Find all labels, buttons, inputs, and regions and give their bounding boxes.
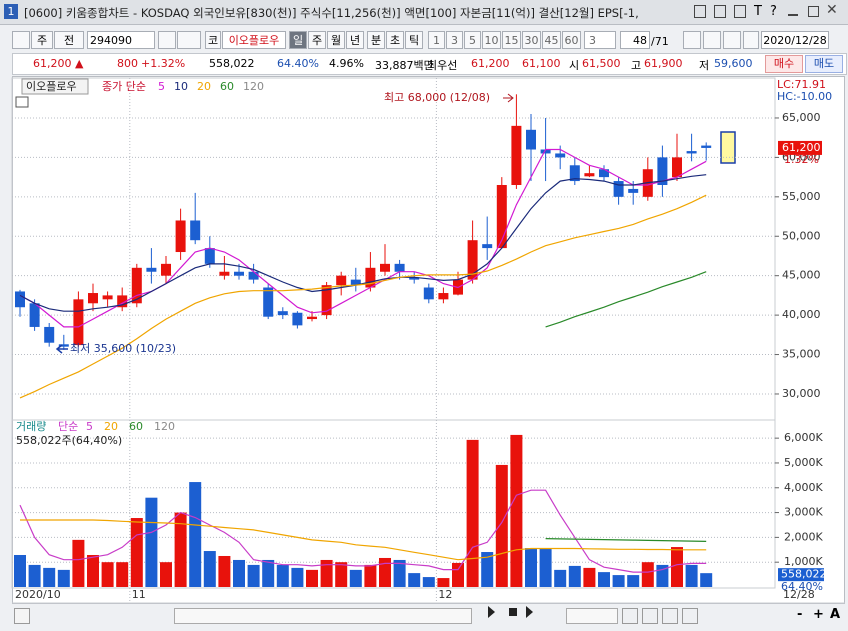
scroll-bar: - + A xyxy=(0,606,848,626)
icon[interactable] xyxy=(682,608,698,624)
change: 800 xyxy=(117,57,138,70)
interval-button[interactable]: 15 xyxy=(502,31,521,49)
open-label: 시 xyxy=(569,59,580,72)
chart-area xyxy=(12,76,845,604)
scroll-track[interactable] xyxy=(174,608,472,624)
ratio: 64.40% xyxy=(277,57,319,70)
count-total: /71 xyxy=(651,35,669,48)
interval-button[interactable]: 60 xyxy=(562,31,581,49)
zoom-in[interactable]: + xyxy=(813,607,824,622)
date-input[interactable]: 2020/12/28 xyxy=(761,31,829,49)
high-label: 고 xyxy=(631,59,642,72)
icon[interactable] xyxy=(642,608,658,624)
period-select[interactable]: 주 xyxy=(31,31,53,49)
icon[interactable] xyxy=(683,31,701,49)
bid: 61,100 xyxy=(522,57,561,70)
price: 61,200 ▲ xyxy=(33,57,84,70)
interval-button[interactable]: 10 xyxy=(482,31,501,49)
market-button[interactable]: 코 xyxy=(205,31,221,49)
adjust-select[interactable]: 전 xyxy=(54,31,84,49)
interval-button[interactable]: 5 xyxy=(464,31,481,49)
zoom-track[interactable] xyxy=(566,608,618,624)
window-number: 1 xyxy=(4,4,18,19)
icon[interactable] xyxy=(177,31,201,49)
code-input[interactable]: 294090 xyxy=(87,31,155,49)
window-title: [0600] 키움종합차트 - KOSDAQ 외국인보유[830(천)] 주식수… xyxy=(24,6,639,20)
quote-bar: 61,200 ▲ 800 +1.32% 558,022 64.40% 4.96%… xyxy=(12,53,847,75)
period-button[interactable]: 주 xyxy=(308,31,326,49)
maximize[interactable] xyxy=(808,6,819,17)
interval-button[interactable]: 45 xyxy=(542,31,561,49)
low-label: 저 xyxy=(699,59,710,72)
rate: +1.32% xyxy=(141,57,186,70)
icon[interactable] xyxy=(703,31,721,49)
play-controls[interactable] xyxy=(476,608,562,622)
interval-button[interactable]: 3 xyxy=(446,31,463,49)
scroll-button[interactable] xyxy=(14,608,30,624)
icon[interactable] xyxy=(714,5,726,18)
period-button[interactable]: 초 xyxy=(386,31,404,49)
icon[interactable] xyxy=(662,608,678,624)
interval-button[interactable]: 1 xyxy=(428,31,445,49)
toolbar: 주 전 294090 코 이오플로우 일 주 월 년 분 초 틱 1 3 5 1… xyxy=(0,26,848,52)
icon[interactable] xyxy=(158,31,176,49)
icon[interactable] xyxy=(12,31,30,49)
zoom-out[interactable]: - xyxy=(797,607,803,622)
buy-button[interactable]: 매수 xyxy=(765,55,803,73)
amount: 33,887백만 xyxy=(375,59,434,72)
low: 59,600 xyxy=(714,57,753,70)
minimize[interactable] xyxy=(788,14,798,16)
sell-button[interactable]: 매도 xyxy=(805,55,843,73)
help-button[interactable]: ? xyxy=(770,4,777,19)
icon[interactable] xyxy=(734,5,746,18)
icon[interactable] xyxy=(622,608,638,624)
bid: 61,200 xyxy=(471,57,510,70)
icon[interactable] xyxy=(723,31,741,49)
close[interactable]: ✕ xyxy=(826,2,838,18)
period-button[interactable]: 일 xyxy=(289,31,307,49)
period-button[interactable]: 년 xyxy=(346,31,364,49)
flag: 최우선 xyxy=(427,59,458,72)
interval-button[interactable]: 30 xyxy=(522,31,541,49)
count-input[interactable]: 48 xyxy=(620,31,650,49)
count-select[interactable]: 3 xyxy=(584,31,616,49)
font-button[interactable]: T xyxy=(754,4,762,19)
icon[interactable] xyxy=(694,5,706,18)
period-button[interactable]: 틱 xyxy=(405,31,423,49)
high: 61,900 xyxy=(644,57,683,70)
period-button[interactable]: 월 xyxy=(327,31,345,49)
volume: 558,022 xyxy=(209,57,255,70)
stock-name[interactable]: 이오플로우 xyxy=(222,31,286,49)
icon[interactable] xyxy=(743,31,759,49)
ratio: 4.96% xyxy=(329,57,364,70)
auto-button[interactable]: A xyxy=(830,607,841,622)
title-bar: 1 [0600] 키움종합차트 - KOSDAQ 외국인보유[830(천)] 주… xyxy=(0,0,848,25)
open: 61,500 xyxy=(582,57,621,70)
period-button[interactable]: 분 xyxy=(367,31,385,49)
